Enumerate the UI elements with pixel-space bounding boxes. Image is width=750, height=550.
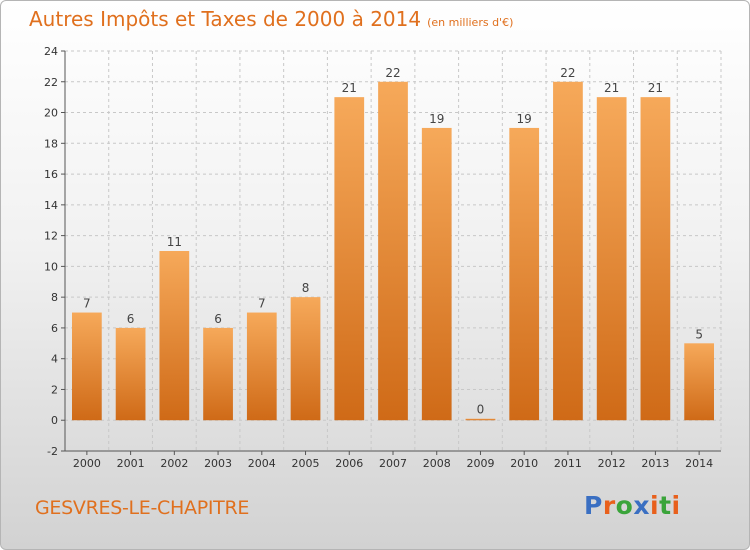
logo-letter: x [633, 491, 650, 520]
y-tick-label: 10 [44, 260, 58, 273]
data-label-2008: 19 [429, 112, 444, 126]
x-tick-label: 2002 [160, 457, 188, 470]
data-label-2006: 21 [342, 81, 357, 95]
x-tick-label: 2006 [335, 457, 363, 470]
bar-2011 [553, 81, 583, 421]
logo-letter: P [584, 491, 603, 520]
x-tick-label: 2000 [73, 457, 101, 470]
bar-2014 [684, 343, 715, 421]
x-tick-label: 2014 [685, 457, 713, 470]
title-unit: (en milliers d'€) [427, 16, 514, 29]
x-tick-label: 2013 [641, 457, 669, 470]
data-label-2004: 7 [258, 297, 266, 311]
data-label-2009: 0 [477, 403, 485, 417]
x-tick-label: 2011 [554, 457, 582, 470]
bar-2006 [334, 97, 365, 421]
logo-letter: t [659, 491, 672, 520]
y-tick-label: 6 [51, 322, 58, 335]
y-tick-label: -2 [47, 445, 58, 458]
y-tick-label: 0 [51, 414, 58, 427]
x-tick-label: 2003 [204, 457, 232, 470]
bar-2004 [246, 312, 277, 421]
logo-letter: i [650, 491, 660, 520]
data-label-2007: 22 [385, 66, 400, 80]
data-label-2002: 11 [167, 235, 182, 249]
logo-letter: o [615, 491, 634, 520]
y-tick-label: 18 [44, 137, 58, 150]
y-tick-label: 22 [44, 76, 58, 89]
x-tick-label: 2008 [423, 457, 451, 470]
y-tick-label: 16 [44, 168, 58, 181]
bar-2005 [290, 297, 321, 421]
data-label-2011: 22 [560, 66, 575, 80]
bar-2002 [159, 251, 190, 421]
bars [71, 81, 715, 421]
data-label-2014: 5 [695, 327, 703, 341]
chart-title: Autres Impôts et Taxes de 2000 à 2014 (en… [29, 7, 513, 31]
y-tick-label: 14 [44, 199, 58, 212]
y-tick-label: 2 [51, 383, 58, 396]
x-tick-label: 2004 [248, 457, 276, 470]
logo-letter: i [671, 491, 681, 520]
y-tick-label: 20 [44, 107, 58, 120]
data-label-2000: 7 [83, 297, 91, 311]
data-label-2010: 19 [517, 112, 532, 126]
y-tick-label: 24 [44, 45, 58, 58]
data-label-2003: 6 [214, 312, 222, 326]
bar-2007 [378, 81, 408, 421]
bar-2008 [421, 127, 452, 421]
commune-name: GESVRES-LE-CHAPITRE [35, 497, 250, 519]
bar-2003 [203, 327, 233, 421]
bar-2012 [596, 97, 627, 421]
x-tick-label: 2005 [292, 457, 320, 470]
title-text: Autres Impôts et Taxes de 2000 à 2014 [29, 7, 422, 31]
bar-2009 [465, 418, 496, 421]
proxiti-logo: Proxiti [584, 491, 681, 520]
x-tick-label: 2009 [466, 457, 494, 470]
x-tick-label: 2010 [510, 457, 538, 470]
bar-2013 [640, 97, 671, 421]
data-label-2005: 8 [302, 281, 310, 295]
data-labels: 7 6 11 6 7 8 21 22 19 0 19 22 21 21 5 [83, 66, 703, 417]
bar-2000 [71, 312, 102, 421]
y-tick-label: 4 [51, 353, 58, 366]
y-tick-label: 8 [51, 291, 58, 304]
y-tick-label: 12 [44, 230, 58, 243]
logo-letter: r [602, 491, 616, 520]
data-label-2013: 21 [648, 81, 663, 95]
x-tick-label: 2012 [598, 457, 626, 470]
data-label-2012: 21 [604, 81, 619, 95]
bar-2010 [509, 127, 540, 421]
x-tick-label: 2007 [379, 457, 407, 470]
data-label-2001: 6 [127, 312, 135, 326]
bar-2001 [115, 327, 146, 421]
x-tick-label: 2001 [117, 457, 145, 470]
